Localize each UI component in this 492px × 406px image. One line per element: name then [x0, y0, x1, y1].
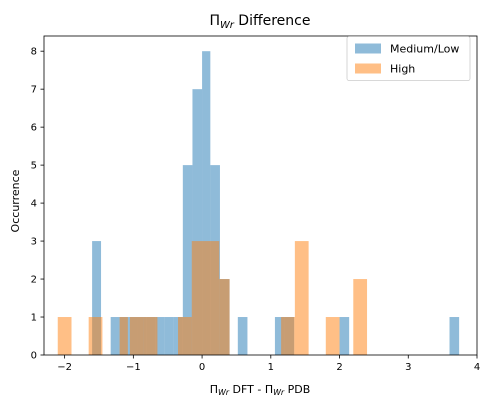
histogram-bar — [119, 317, 128, 355]
series-high — [57, 241, 368, 355]
x-tick-label: −2 — [57, 362, 72, 373]
y-tick-label: 2 — [31, 275, 37, 286]
histogram-bar — [164, 317, 174, 355]
histogram-bar — [202, 51, 211, 355]
xlabel-mid: DFT - Π — [229, 383, 273, 396]
legend: Medium/Low High — [346, 36, 471, 81]
histogram-bar — [129, 317, 144, 355]
histogram-bar — [325, 317, 340, 355]
xlabel-pi-a: Π — [210, 383, 218, 396]
histogram-bar — [192, 89, 203, 356]
y-tick-label: 5 — [31, 161, 37, 172]
histogram-bar — [237, 317, 248, 355]
x-axis-label: ΠWr DFT - ΠWr PDB — [210, 383, 311, 397]
x-tick-label: 1 — [268, 362, 274, 373]
xlabel-sub-a: Wr — [218, 388, 230, 397]
histogram-bar — [57, 317, 72, 355]
legend-label: Medium/Low — [390, 43, 459, 56]
histogram-bar — [92, 241, 102, 355]
histogram-bar — [353, 279, 368, 355]
title-pi: Π — [210, 13, 221, 29]
histogram-bar — [449, 317, 460, 355]
histogram-bar — [191, 241, 206, 355]
histogram-bar — [155, 317, 165, 355]
x-tick-label: 4 — [474, 362, 480, 373]
y-tick-label: 3 — [31, 237, 37, 248]
legend-swatch — [355, 43, 381, 54]
y-tick-label: 0 — [31, 351, 37, 362]
histogram-bar — [178, 317, 192, 355]
x-tick-label: −1 — [126, 362, 141, 373]
y-axis-label: Occurrence — [9, 169, 22, 232]
legend-swatch — [355, 63, 381, 74]
x-tick-label: 3 — [405, 362, 411, 373]
histogram-bar — [205, 241, 220, 355]
y-tick-label: 7 — [31, 85, 37, 96]
histogram-bar — [274, 317, 285, 355]
y-tick-label: 6 — [31, 123, 37, 134]
histogram-bar — [143, 317, 158, 355]
title-subscript: Wr — [220, 20, 235, 31]
chart-title: ΠWr Difference — [210, 13, 311, 31]
axes-frame — [43, 35, 478, 356]
histogram-bar — [281, 317, 295, 355]
title-rest: Difference — [234, 13, 311, 29]
plot-area: −2 −1 0 1 2 3 4 0 1 2 3 4 5 6 7 8 — [31, 35, 480, 373]
histogram-bar — [182, 165, 193, 355]
series-medium-low — [92, 51, 460, 356]
y-tick-label: 4 — [31, 199, 37, 210]
xlabel-sub-b: Wr — [273, 388, 285, 397]
x-tick-label: 0 — [199, 362, 205, 373]
histogram-bar — [339, 317, 350, 355]
xlabel-end: PDB — [284, 383, 310, 396]
histogram-bar — [110, 317, 120, 355]
y-tick-label: 8 — [31, 47, 37, 58]
y-tick-label: 1 — [31, 313, 37, 324]
histogram-bar — [219, 279, 230, 355]
histogram-bar — [88, 317, 103, 355]
legend-label: High — [390, 63, 415, 76]
histogram-bar — [294, 241, 309, 355]
x-tick-label: 2 — [336, 362, 342, 373]
